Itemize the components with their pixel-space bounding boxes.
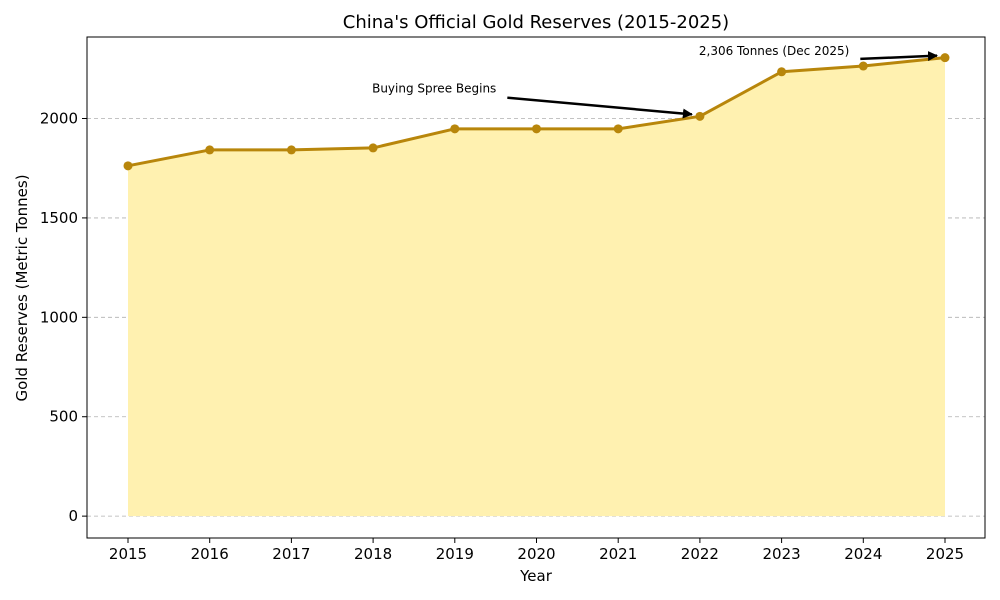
- x-tick-label: 2023: [763, 545, 801, 563]
- data-point: [858, 61, 868, 71]
- chart-title: China's Official Gold Reserves (2015-202…: [343, 12, 729, 33]
- x-tick-label: 2019: [436, 545, 474, 563]
- data-point: [777, 67, 787, 77]
- x-tick-label: 2017: [272, 545, 310, 563]
- x-tick-label: 2021: [599, 545, 637, 563]
- y-tick-label: 500: [49, 408, 78, 426]
- y-tick-label: 0: [68, 507, 78, 525]
- area-fill: [128, 57, 945, 517]
- y-axis-label: Gold Reserves (Metric Tonnes): [13, 174, 31, 401]
- data-point: [532, 124, 541, 134]
- x-tick-label: 2016: [191, 545, 229, 563]
- annotation-text: 2,306 Tonnes (Dec 2025): [699, 44, 849, 58]
- data-point: [450, 124, 460, 134]
- y-tick-label: 1000: [40, 308, 78, 326]
- annotation-arrow: [860, 51, 938, 62]
- y-tick-label: 2000: [40, 110, 78, 128]
- annotation-text: Buying Spree Begins: [372, 82, 496, 96]
- x-tick-label: 2018: [354, 545, 392, 563]
- x-tick-label: 2022: [681, 545, 719, 563]
- data-point: [205, 145, 215, 155]
- x-tick-label: 2015: [109, 545, 147, 563]
- data-point: [613, 124, 623, 134]
- data-point: [368, 143, 378, 153]
- y-tick-label: 1500: [40, 209, 78, 227]
- x-tick-label: 2020: [517, 545, 555, 563]
- x-axis-label: Year: [519, 567, 553, 585]
- data-point: [123, 161, 133, 171]
- annotation-arrow: [507, 96, 693, 119]
- data-point: [940, 53, 950, 63]
- data-point: [695, 111, 705, 121]
- x-tick-label: 2024: [844, 545, 882, 563]
- x-tick-label: 2025: [926, 545, 964, 563]
- data-point: [286, 145, 296, 155]
